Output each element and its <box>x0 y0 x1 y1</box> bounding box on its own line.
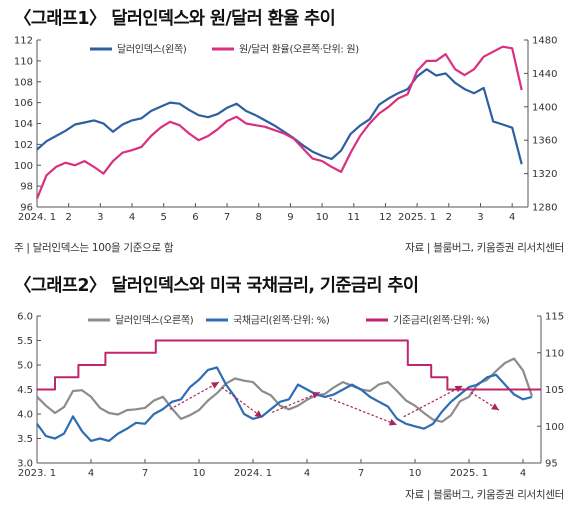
y-tick-label-right: 105 <box>545 385 564 396</box>
x-tick-label: 7 <box>358 468 364 479</box>
legend-label-0: 달러인덱스(왼쪽) <box>117 44 187 56</box>
x-tick-label: 12 <box>379 212 392 223</box>
trend-arrow-1 <box>221 386 263 418</box>
y-tick-label-right: 1360 <box>532 136 557 147</box>
legend-label-2: 기준금리(왼쪽·단위: %) <box>393 314 490 327</box>
y-tick-label-left: 3.0 <box>17 459 33 470</box>
chart1-title: 〈그래프1〉 달러인덱스와 원/달러 환율 추이 <box>14 9 336 29</box>
trend-arrow-2 <box>271 391 321 413</box>
x-tick-label: 4 <box>509 212 515 223</box>
trend-arrow-0 <box>169 381 220 410</box>
y-tick-label-left: 98 <box>20 182 33 193</box>
x-tick-label: 10 <box>409 468 422 479</box>
x-tick-label: 2025. 1 <box>450 468 488 479</box>
y-tick-label-right: 110 <box>545 348 564 359</box>
y-tick-label-left: 5.5 <box>17 336 33 347</box>
y-tick-label-left: 4.0 <box>17 410 33 421</box>
x-tick-label: 3 <box>477 212 483 223</box>
x-tick-label: 4 <box>520 468 526 479</box>
y-tick-label-right: 1280 <box>532 203 557 214</box>
x-tick-label: 7 <box>224 212 230 223</box>
x-tick-label: 3 <box>97 212 103 223</box>
x-tick-label: 2023. 1 <box>18 468 56 479</box>
x-tick-label: 7 <box>142 468 148 479</box>
trend-arrow-4 <box>403 385 463 418</box>
x-tick-label: 2 <box>65 212 71 223</box>
y-tick-label-left: 5.0 <box>17 361 33 372</box>
series-line-0 <box>36 357 534 423</box>
legend-label-1: 원/달러 환율(오른쪽·단위: 원) <box>239 43 359 56</box>
y-tick-label-right: 95 <box>545 459 558 470</box>
chart1-note: 주 | 달러인덱스는 100을 기준으로 함 <box>14 242 174 254</box>
legend-label-1: 국채금리(왼쪽·단위: %) <box>233 314 330 327</box>
y-tick-label-left: 6.0 <box>17 312 33 323</box>
y-tick-label-left: 106 <box>14 98 33 109</box>
y-tick-label-left: 3.5 <box>17 434 33 445</box>
series-line-0 <box>36 68 523 165</box>
x-tick-label: 2024. 1 <box>18 212 56 223</box>
y-tick-label-left: 108 <box>14 77 33 88</box>
x-tick-label: 11 <box>347 212 360 223</box>
trend-arrow-5 <box>470 391 500 411</box>
y-tick-label-right: 115 <box>545 312 564 323</box>
y-tick-label-right: 1400 <box>532 102 557 113</box>
trend-arrow-3 <box>329 397 398 426</box>
chart1-source: 자료 | 블룸버그, 키움증권 리서치센터 <box>405 242 564 254</box>
x-tick-label: 10 <box>316 212 329 223</box>
x-tick-label: 2024. 1 <box>234 468 272 479</box>
legend-label-0: 달러인덱스(오른쪽) <box>115 315 194 327</box>
x-tick-label: 2025. 1 <box>398 212 436 223</box>
x-tick-label: 9 <box>287 212 293 223</box>
series-line-2 <box>37 339 541 391</box>
x-tick-label: 4 <box>88 468 94 479</box>
y-tick-label-left: 110 <box>14 56 33 67</box>
y-tick-label-right: 1440 <box>532 69 557 80</box>
x-tick-label: 8 <box>256 212 262 223</box>
x-tick-label: 4 <box>129 212 135 223</box>
y-tick-label-left: 104 <box>14 119 33 130</box>
y-tick-label-right: 100 <box>545 422 564 433</box>
x-tick-label: 4 <box>304 468 310 479</box>
y-tick-label-left: 102 <box>14 140 33 151</box>
x-tick-label: 5 <box>161 212 167 223</box>
y-tick-label-left: 100 <box>14 161 33 172</box>
chart2-source: 자료 | 블룸버그, 키움증권 리서치센터 <box>405 489 564 501</box>
x-tick-label: 6 <box>192 212 198 223</box>
chart2-title: 〈그래프2〉 달러인덱스와 미국 국채금리, 기준금리 추이 <box>14 276 419 296</box>
series-line-1 <box>36 366 533 442</box>
chart2-plot: 3.0 3.5 4.0 4.5 5.0 5.5 6.0 95 100 105 110 115 2023.… <box>17 312 564 480</box>
x-tick-label: 10 <box>193 468 206 479</box>
y-tick-label-right: 1320 <box>532 169 557 180</box>
y-tick-label-left: 4.5 <box>17 385 33 396</box>
chart1-plot: 9698100102104106108110112128013201360140… <box>14 36 558 224</box>
x-tick-label: 2 <box>446 212 452 223</box>
y-tick-label-left: 112 <box>14 36 33 47</box>
y-tick-label-left: 96 <box>20 203 33 214</box>
series-line-1 <box>35 45 523 200</box>
y-tick-label-right: 1480 <box>532 36 557 47</box>
